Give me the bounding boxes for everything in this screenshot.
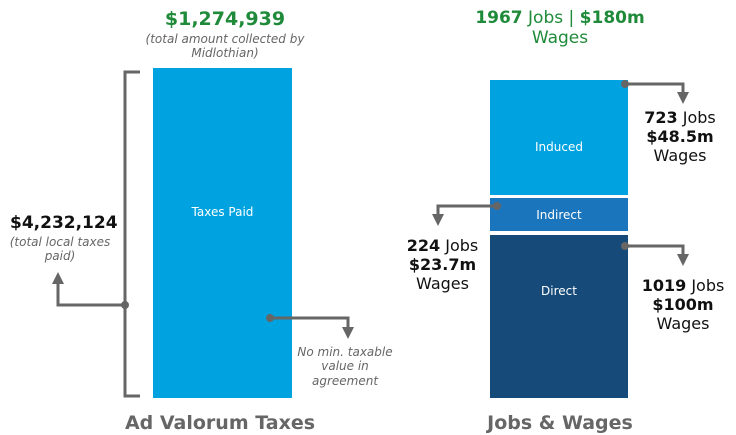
- total-note: (total amount collected by Midlothian): [145, 32, 305, 61]
- local: $4,232,124: [10, 213, 118, 233]
- jobs-unit: Jobs: [445, 236, 479, 255]
- segment-label: 1019 Jobs $100m Wages: [630, 276, 736, 334]
- dot: [266, 314, 274, 322]
- jobs-unit: Jobs: [682, 108, 716, 127]
- jobs: 224: [406, 236, 441, 255]
- wages: $23.7m: [408, 255, 477, 275]
- wages-unit: Wages: [656, 314, 710, 334]
- left-title: Ad Valorum Taxes: [124, 412, 316, 434]
- total: $1,274,939: [164, 8, 286, 30]
- segment-name: Direct: [541, 284, 577, 298]
- direct-bar: [490, 235, 628, 398]
- segment-label: 224 Jobs $23.7m Wages: [395, 236, 490, 294]
- header: 1967 Jobs | $180m Wages: [455, 8, 665, 49]
- header-wages: $180m: [579, 8, 645, 28]
- local-note: (total local taxes paid): [9, 235, 111, 264]
- wages: $48.5m: [646, 127, 714, 147]
- header-wages-unit: Wages: [531, 28, 589, 49]
- dot: [493, 202, 501, 210]
- indirect-bar: [490, 198, 628, 231]
- arrow: [625, 82, 689, 104]
- jobs: 1019: [641, 276, 687, 295]
- right-title: Jobs & Wages: [487, 412, 633, 434]
- dot: [621, 80, 629, 88]
- arrow: [432, 204, 497, 226]
- taxes-bar: [153, 68, 292, 398]
- arrow: [52, 272, 125, 307]
- wages-unit: Wages: [653, 146, 707, 166]
- jobs-unit: Jobs: [691, 276, 725, 295]
- note: No min. taxable value in agreement: [297, 345, 393, 388]
- wages-unit: Wages: [416, 274, 469, 294]
- segment-name: Induced: [535, 140, 583, 154]
- jobs: 723: [644, 108, 678, 127]
- induced-bar: [490, 80, 628, 195]
- header-jobs-unit: Jobs |: [528, 8, 575, 28]
- segment-label: 723 Jobs $48.5m Wages: [630, 108, 730, 166]
- arrow: [270, 316, 354, 339]
- header-jobs: 1967: [475, 8, 523, 28]
- bar-label: Taxes Paid: [191, 205, 254, 219]
- bracket: [123, 70, 140, 398]
- dot: [621, 242, 629, 250]
- segment-name: Indirect: [536, 208, 582, 222]
- dot: [121, 301, 129, 309]
- arrow: [625, 244, 689, 266]
- wages: $100m: [652, 295, 714, 315]
